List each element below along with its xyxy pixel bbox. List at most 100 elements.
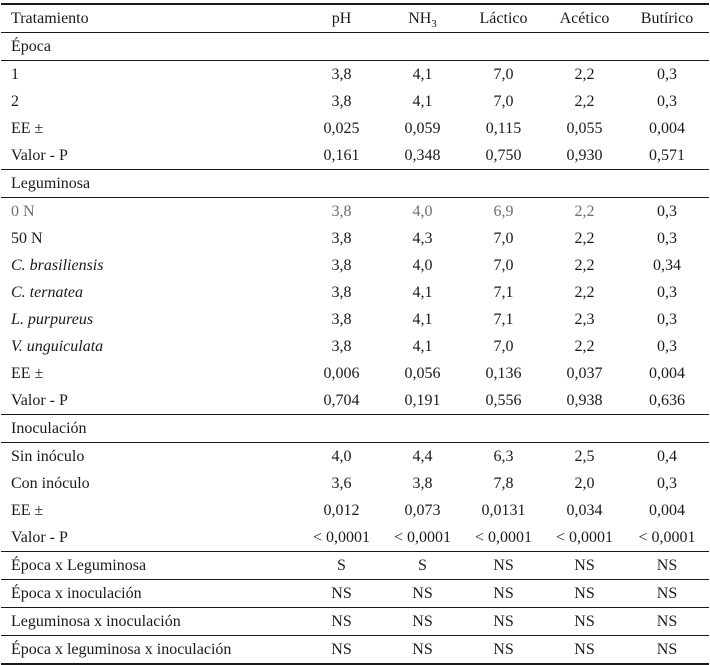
table-row: EE ± 0,025 0,059 0,115 0,055 0,004 xyxy=(1,115,709,142)
cell-value: NS xyxy=(625,607,709,636)
cell-value: NS xyxy=(544,607,625,636)
table-row: Época x Leguminosa S S NS NS NS xyxy=(1,551,709,580)
cell-value: 7,0 xyxy=(493,230,514,247)
table-row: Valor - P 0,161 0,348 0,750 0,930 0,571 xyxy=(1,142,709,170)
cell-value: 3,8 xyxy=(412,475,433,492)
table-row: 2 3,8 4,1 7,0 2,2 0,3 xyxy=(1,88,709,115)
row-label: Valor - P xyxy=(11,392,68,409)
cell-value: 6,3 xyxy=(493,448,514,465)
cell-value: 4,1 xyxy=(412,66,433,83)
cell-value: 2,2 xyxy=(574,93,595,110)
table-row: Sin inóculo 4,0 4,4 6,3 2,5 0,4 xyxy=(1,443,709,471)
cell-value: 2,3 xyxy=(574,311,595,328)
cell-value: 7,0 xyxy=(493,66,514,83)
cell-value: 2,5 xyxy=(574,448,595,465)
cell-value: 3,8 xyxy=(331,311,352,328)
row-label: V. unguiculata xyxy=(11,338,104,355)
cell-value: 2,2 xyxy=(574,284,595,301)
table-row: C. brasiliensis 3,8 4,0 7,0 2,2 0,34 xyxy=(1,252,709,279)
cell-value: NS xyxy=(544,635,625,664)
cell-value: 3,8 xyxy=(331,230,352,247)
cell-value: 0,4 xyxy=(657,448,677,465)
cell-value: 3,8 xyxy=(331,66,352,83)
cell-value: NS xyxy=(301,635,382,664)
cell-value: 2,0 xyxy=(574,475,595,492)
cell-value: NS xyxy=(544,551,625,580)
table-row: Época x leguminosa x inoculación NS NS NS NS… xyxy=(1,635,709,664)
cell-value: NS xyxy=(625,579,709,608)
table-row: 50 N 3,8 4,3 7,0 2,2 0,3 xyxy=(1,225,709,252)
cell-value: 0,056 xyxy=(404,365,441,382)
table-row: Época x inoculación NS NS NS NS NS xyxy=(1,579,709,608)
row-label: Con inóculo xyxy=(11,475,90,492)
cell-value: 4,1 xyxy=(412,311,433,328)
cell-value: 0,006 xyxy=(323,365,360,382)
row-label: EE ± xyxy=(11,365,44,382)
cell-value: 4,1 xyxy=(412,93,433,110)
row-label: Valor - P xyxy=(11,147,68,164)
cell-value: 4,0 xyxy=(412,203,433,220)
cell-value: 0,3 xyxy=(657,230,677,247)
column-header: pH xyxy=(301,4,382,33)
section-label: Inoculación xyxy=(1,414,709,443)
cell-value: 2,2 xyxy=(574,203,595,220)
row-label: EE ± xyxy=(11,120,44,137)
cell-value: 0,556 xyxy=(485,392,522,409)
cell-value: NS xyxy=(301,579,382,608)
cell-value: 0,3 xyxy=(657,66,677,83)
cell-value: NS xyxy=(382,635,463,664)
cell-value: NS xyxy=(463,551,544,580)
header-row: Tratamiento pH NH3 Láctico Acético Butírico xyxy=(1,4,709,33)
row-label: 50 N xyxy=(11,230,43,247)
table-row: 0 N 3,8 4,0 6,9 2,2 0,3 xyxy=(1,198,709,226)
cell-value: NS xyxy=(463,579,544,608)
cell-value: 0,0131 xyxy=(481,502,526,519)
cell-value: 7,0 xyxy=(493,338,514,355)
row-label: Época x Leguminosa xyxy=(1,551,301,580)
table-header: Tratamiento pH NH3 Láctico Acético Butírico xyxy=(1,4,709,33)
cell-value: NS xyxy=(301,607,382,636)
cell-value: < 0,0001 xyxy=(638,529,696,546)
cell-value: 0,136 xyxy=(485,365,522,382)
table-row: Valor - P < 0,0001 < 0,0001 < 0,0001 < 0,000… xyxy=(1,524,709,552)
section-row: Leguminosa xyxy=(1,169,709,198)
section-label: Leguminosa xyxy=(1,169,709,198)
table-row: Con inóculo 3,6 3,8 7,8 2,0 0,3 xyxy=(1,470,709,497)
cell-value: 4,1 xyxy=(412,284,433,301)
cell-value: < 0,0001 xyxy=(393,529,452,546)
cell-value: 7,0 xyxy=(493,93,514,110)
column-header: Láctico xyxy=(463,4,544,33)
section-label: Época xyxy=(1,32,709,61)
row-label: 1 xyxy=(11,66,19,83)
cell-value: 0,034 xyxy=(566,502,603,519)
cell-value: 0,025 xyxy=(323,120,360,137)
cell-value: < 0,0001 xyxy=(312,529,371,546)
cell-value: 3,8 xyxy=(331,257,352,274)
cell-value: 7,1 xyxy=(493,311,514,328)
cell-value: 0,059 xyxy=(404,120,441,137)
cell-value: 0,938 xyxy=(566,392,603,409)
cell-value: 3,8 xyxy=(331,284,352,301)
table-row: V. unguiculata 3,8 4,1 7,0 2,2 0,3 xyxy=(1,333,709,360)
column-header: Butírico xyxy=(625,4,709,33)
cell-value: 0,012 xyxy=(323,502,360,519)
cell-value: 0,930 xyxy=(566,147,603,164)
cell-value: 0,073 xyxy=(404,502,441,519)
cell-value: 0,3 xyxy=(657,284,677,301)
row-label: EE ± xyxy=(11,502,44,519)
cell-value: 0,161 xyxy=(323,147,360,164)
column-header: Acético xyxy=(544,4,625,33)
cell-value: NS xyxy=(382,579,463,608)
cell-value: 7,1 xyxy=(493,284,514,301)
cell-value: 3,6 xyxy=(331,475,352,492)
row-label: L. purpureus xyxy=(11,311,94,328)
cell-value: < 0,0001 xyxy=(555,529,614,546)
cell-value: 2,2 xyxy=(574,230,595,247)
cell-value: 3,8 xyxy=(331,203,352,220)
cell-value: NS xyxy=(544,579,625,608)
cell-value: 0,34 xyxy=(653,257,681,274)
row-label: Valor - P xyxy=(11,529,68,546)
cell-value: 0,3 xyxy=(657,311,677,328)
cell-value: 0,750 xyxy=(485,147,522,164)
cell-value: 0,004 xyxy=(649,365,685,382)
